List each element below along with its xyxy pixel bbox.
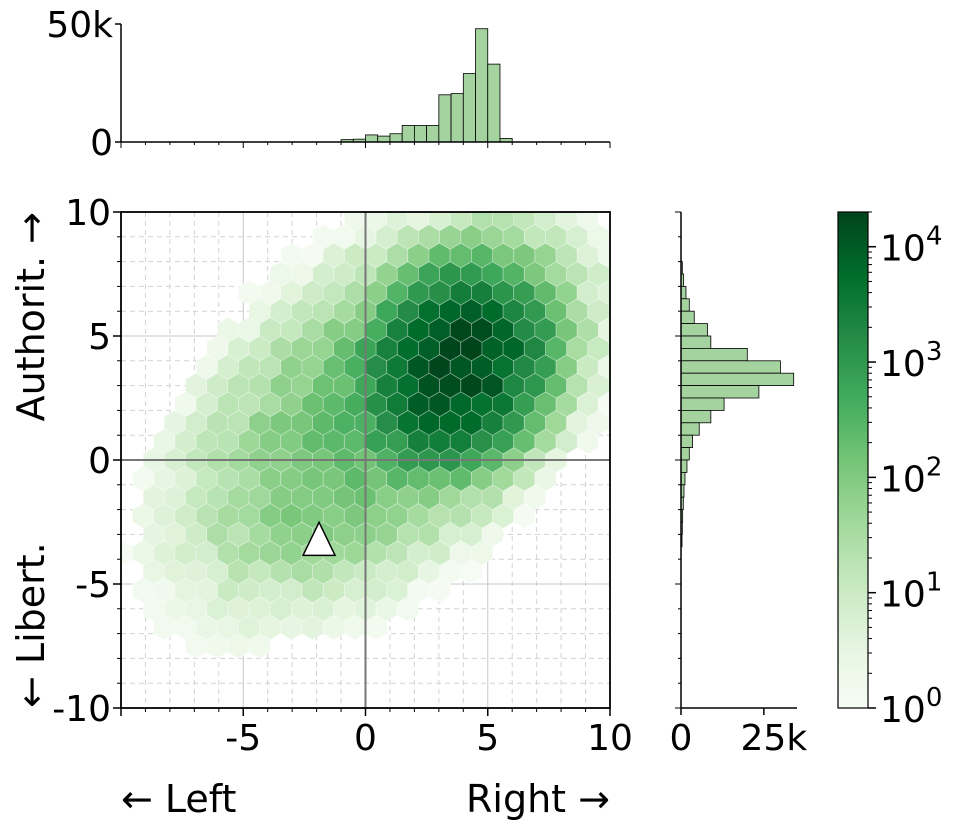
y-tick-label: -5 <box>75 565 111 606</box>
y-tick-label: -10 <box>52 689 111 730</box>
colorbar-tick-label: 104 <box>880 222 942 270</box>
right-hist-bar <box>680 335 712 349</box>
top-hist-bar <box>413 125 428 143</box>
right-hist-x-tick-label: 25k <box>741 718 808 759</box>
y-label-bottom: ← Libert. <box>9 542 53 708</box>
right-hist-bar <box>680 397 725 411</box>
top-hist-y-tick-label: 50k <box>46 5 113 46</box>
x-label-right: Right → <box>466 777 610 821</box>
right-hist-bar <box>680 459 688 473</box>
right-hist-bar <box>680 347 748 362</box>
right-hist-bar <box>680 434 694 449</box>
y-tick-label: 10 <box>65 193 111 234</box>
right-hist-bar <box>680 422 700 436</box>
top-hist-y-tick-label: 0 <box>90 123 113 164</box>
y-label-top: Authorit. → <box>9 212 53 421</box>
right-hist-bar <box>680 310 695 325</box>
right-hist-bar <box>680 298 690 312</box>
top-hist-bar <box>426 125 440 143</box>
y-tick-label: 5 <box>88 317 111 358</box>
top-hist-bar <box>438 94 452 143</box>
right-hist-bar <box>680 409 712 424</box>
colorbar-tick-label: 101 <box>880 568 942 616</box>
hex-bins <box>121 212 610 659</box>
right-hist-bar <box>680 372 795 387</box>
top-hist-bar <box>401 125 415 143</box>
colorbar: 100 101 102 103 104 <box>837 211 942 731</box>
top-hist-bar <box>462 73 476 143</box>
top-hist-bar <box>365 134 379 143</box>
top-hist-bar <box>487 63 501 143</box>
x-tick-label: 10 <box>587 718 633 759</box>
top-hist-bar <box>377 135 391 143</box>
top-hist-bar <box>475 28 489 143</box>
top-histogram: 0 50k <box>46 5 611 164</box>
x-tick-label: 5 <box>476 718 499 759</box>
marker-triangle <box>301 520 337 557</box>
x-tick-label: 0 <box>354 718 377 759</box>
right-hist-bar <box>680 385 760 399</box>
y-tick-label: 0 <box>88 441 111 482</box>
top-hist-bar <box>389 133 403 143</box>
colorbar-tick-label: 102 <box>880 452 942 500</box>
hexbin-panel: -5 0 5 10 -10 -5 0 5 10 <box>52 193 633 759</box>
right-histogram: 0 25k <box>670 211 808 759</box>
x-tick-label: -5 <box>225 718 261 759</box>
right-hist-bar <box>680 447 690 461</box>
colorbar-tick-label: 103 <box>880 337 942 385</box>
top-hist-bar <box>450 93 464 143</box>
hex-bin <box>576 212 599 232</box>
right-hist-bar <box>680 323 708 337</box>
right-hist-x-tick-label: 0 <box>670 718 693 759</box>
right-hist-bar <box>680 360 781 374</box>
colorbar-tick-label: 100 <box>880 683 942 731</box>
x-label-left: ← Left <box>121 777 236 821</box>
colorbar-gradient <box>837 211 869 709</box>
